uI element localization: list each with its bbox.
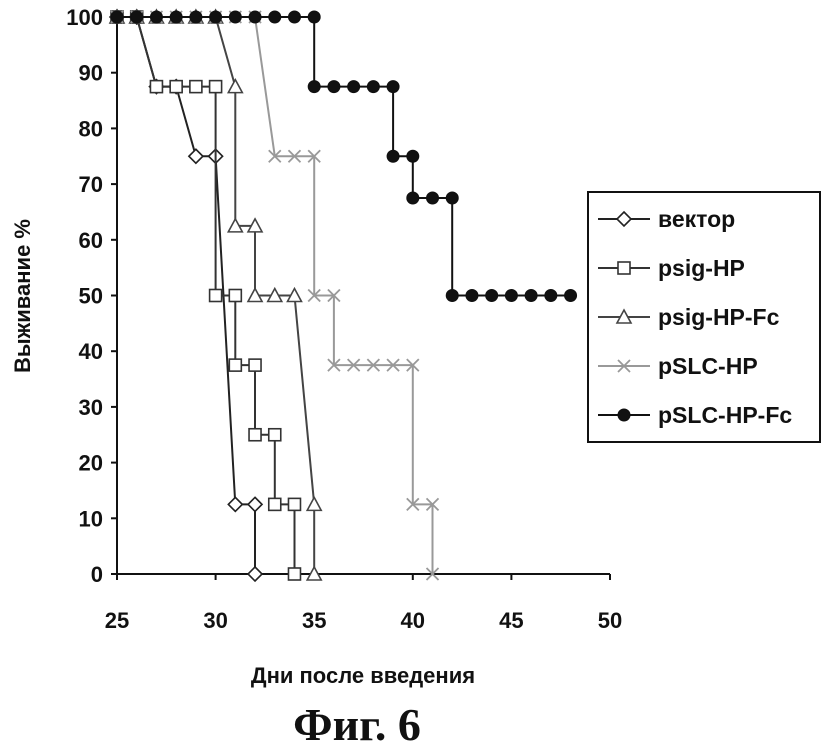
y-tick-label: 50 [79,284,103,309]
data-point [190,11,202,23]
series-line [117,17,571,296]
data-point [367,81,379,93]
y-tick-label: 0 [91,562,103,587]
data-point [328,81,340,93]
data-point [308,11,320,23]
y-tick-label: 90 [79,61,103,86]
data-point [249,429,261,441]
data-point [150,81,162,93]
data-point [486,290,498,302]
data-point [170,11,182,23]
data-point [248,567,262,581]
data-point [269,498,281,510]
data-point [249,11,261,23]
data-point [308,81,320,93]
data-point [150,11,162,23]
data-point [249,359,261,371]
x-tick-label: 30 [203,608,227,633]
legend-label: pSLC-HP [658,353,758,379]
y-axis-title: Выживание % [10,219,35,373]
data-point [387,150,399,162]
data-point [229,11,241,23]
data-point [446,290,458,302]
x-tick-label: 25 [105,608,129,633]
data-point [565,290,577,302]
y-tick-label: 20 [79,451,103,476]
axes: 0 10 20 30 40 50 60 70 80 90 100 25 30 35 40 45 50 [66,5,622,633]
data-point [210,81,222,93]
x-tick-label: 45 [499,608,523,633]
data-point [190,81,202,93]
data-point [269,11,281,23]
data-point [228,80,242,93]
y-tick-label: 80 [79,116,103,141]
y-tick-label: 40 [79,339,103,364]
legend-marker [618,409,630,421]
data-point [307,497,321,510]
data-point [228,497,242,511]
data-point [407,192,419,204]
data-point [288,568,300,580]
data-point [525,290,537,302]
legend-label: psig-HP-Fc [658,304,780,330]
data-point [407,150,419,162]
series-5 [111,11,577,302]
data-point [505,290,517,302]
data-point [446,192,458,204]
y-tick-label: 60 [79,228,103,253]
legend-label: pSLC-HP-Fc [658,402,792,428]
y-tick-label: 70 [79,172,103,197]
data-point [269,429,281,441]
legend-label: psig-HP [658,255,745,281]
data-point [387,81,399,93]
data-point [189,149,203,163]
data-point [111,11,123,23]
figure-caption: Фиг. 6 [293,699,421,750]
data-point [545,290,557,302]
y-tick-label: 100 [66,5,103,30]
y-tick-label: 10 [79,506,103,531]
data-point [210,11,222,23]
data-point [229,359,241,371]
data-point [170,81,182,93]
data-point [288,11,300,23]
legend-marker [618,262,630,274]
x-axis-title: Дни после введения [251,663,475,688]
y-tick-label: 30 [79,395,103,420]
legend-label: вектор [658,206,735,232]
x-tick-label: 35 [302,608,326,633]
data-point [210,290,222,302]
x-tick-label: 50 [598,608,622,633]
data-point [348,81,360,93]
legend: вектор psig-HP psig-HP-Fc pSLC-HP pSLC-HP-Fc [588,192,820,442]
x-tick-label: 40 [401,608,425,633]
data-point [427,192,439,204]
data-point [229,290,241,302]
data-point [288,498,300,510]
data-point [131,11,143,23]
series-layer [110,10,577,581]
data-point [466,290,478,302]
data-point [248,497,262,511]
